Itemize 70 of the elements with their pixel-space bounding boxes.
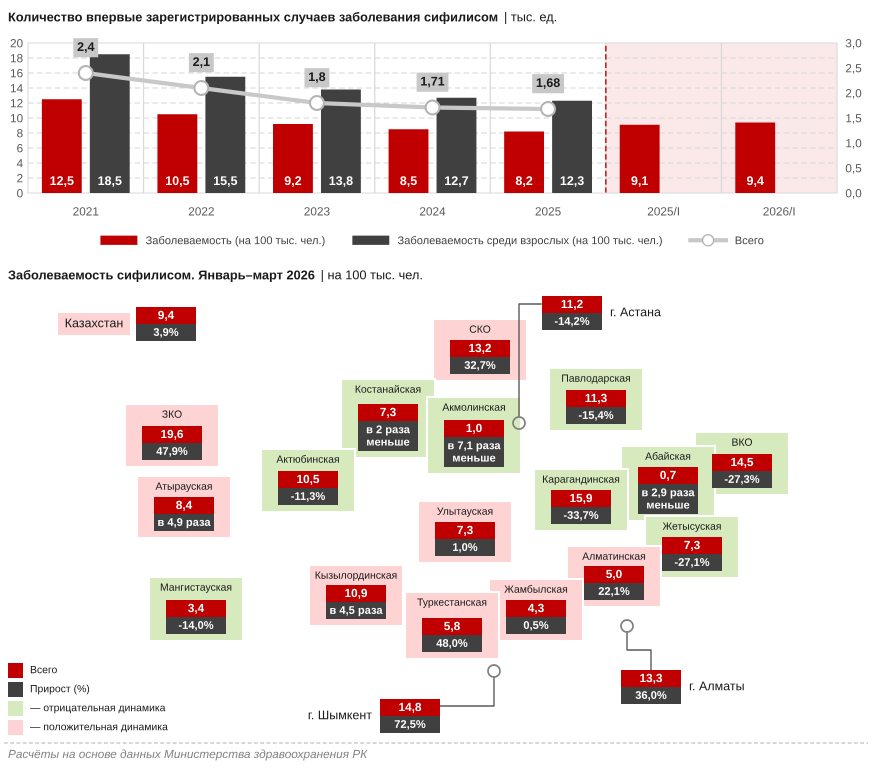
- data-label: 2,4: [78, 42, 94, 53]
- data-label: 12,3: [560, 176, 584, 187]
- y-tick-label: 10: [10, 114, 23, 122]
- legend-label: Заболеваемость (на 100 тыс. чел.): [146, 236, 325, 246]
- data-label: 9,1: [631, 176, 648, 187]
- y-tick-label: 6: [17, 144, 23, 152]
- legend-label: — положительная динамика: [30, 724, 168, 732]
- text: | на 100 тыс. чел.: [322, 270, 422, 282]
- bar: [90, 54, 130, 193]
- text: Расчёты на основе данных Министерства здравоохранения РК: [8, 749, 368, 761]
- category-label: г. Шымкент: [308, 710, 372, 720]
- data-label: 9,4: [746, 176, 764, 187]
- data-label: 15,5: [214, 176, 238, 187]
- legend-label: Всего: [736, 236, 764, 244]
- data-label: 1,71: [421, 76, 444, 88]
- y2-tick-label: 1,5: [846, 114, 862, 124]
- data-label: 12,5: [50, 176, 74, 187]
- x-tick-label: 2025/I: [648, 206, 679, 216]
- point: [424, 100, 440, 116]
- point: [78, 65, 94, 81]
- y-tick-label: 16: [10, 69, 23, 78]
- data-label: 9,2: [284, 176, 302, 187]
- y2-tick-label: 0,0: [846, 189, 862, 199]
- bar: [388, 129, 428, 193]
- data-label: 12,7: [445, 176, 468, 187]
- bar: [735, 122, 776, 193]
- y-tick-label: 12: [10, 99, 23, 108]
- y2-tick-label: 3,0: [846, 39, 862, 49]
- y-tick-label: 18: [10, 54, 23, 62]
- bar: [42, 99, 82, 193]
- y-tick-label: 8: [17, 129, 23, 138]
- y-tick-label: 0: [17, 189, 23, 198]
- y-tick-label: 20: [10, 39, 23, 48]
- x-tick-label: 2025: [536, 207, 561, 216]
- bar: [504, 132, 544, 193]
- chart-subtitle: | тыс. ед.: [505, 12, 556, 24]
- point: [540, 101, 556, 117]
- bar: [320, 90, 361, 193]
- bar: [157, 114, 198, 193]
- y2-tick-label: 2,0: [846, 89, 862, 99]
- bar: [620, 124, 660, 193]
- data-label: 1,8: [309, 72, 326, 83]
- chart-title: Количество впервые зарегистрированных случаев заболевания сифилисом: [8, 12, 498, 24]
- x-tick-label: 2021: [73, 207, 98, 216]
- y2-tick-label: 2,5: [846, 64, 862, 74]
- x-tick-label: 2023: [304, 207, 330, 216]
- point: [193, 80, 210, 96]
- bar: [552, 100, 592, 193]
- y-tick-label: 4: [16, 159, 23, 168]
- data-label: 2,1: [193, 57, 210, 68]
- y-tick-label: 14: [10, 84, 23, 92]
- y-tick-label: 2: [17, 174, 23, 182]
- data-label: 72,5%: [394, 720, 426, 730]
- data-label: 8,2: [516, 176, 532, 187]
- y2-tick-label: 1,0: [846, 139, 862, 149]
- bar: [273, 124, 313, 193]
- bar: [205, 76, 246, 193]
- bar: [436, 98, 476, 193]
- x-tick-label: 2022: [188, 207, 214, 216]
- data-label: 8,5: [400, 176, 417, 187]
- legend-label: Заболеваемость среди взрослых (на 100 тыс. чел.): [398, 236, 662, 246]
- y2-tick-label: 0,5: [846, 164, 862, 174]
- data-label: 1,68: [536, 78, 560, 89]
- point: [308, 95, 325, 111]
- text: Заболеваемость сифилисом. Январь–март 2026: [8, 270, 314, 282]
- data-label: 10,5: [166, 176, 190, 187]
- data-label: 18,5: [98, 176, 122, 187]
- x-tick-label: 2026/I: [763, 206, 795, 216]
- data-label: 13,8: [330, 176, 353, 187]
- x-tick-label: 2024: [420, 207, 446, 216]
